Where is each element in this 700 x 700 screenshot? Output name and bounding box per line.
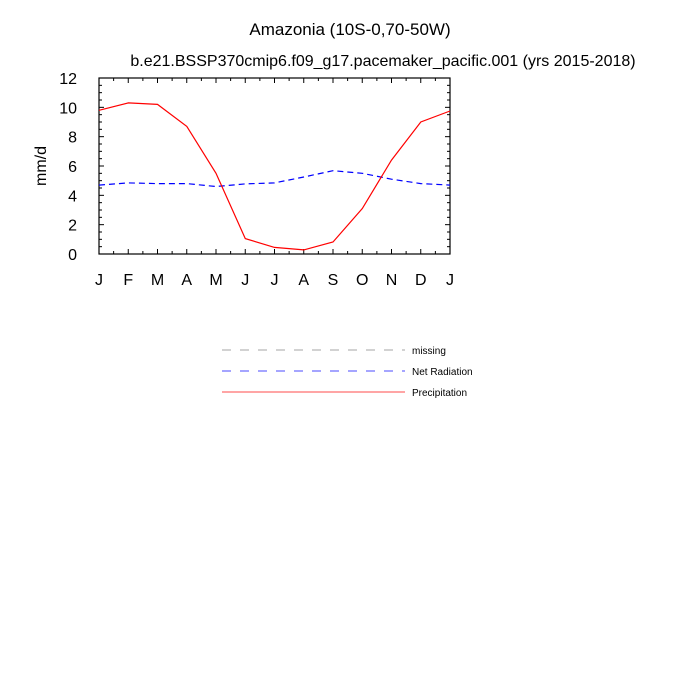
series-line-precipitation [98, 102, 451, 251]
chart-subtitle: b.e21.BSSP370cmip6.f09_g17.pacemaker_pac… [130, 53, 635, 70]
y-tick-label: 4 [68, 188, 77, 205]
x-tick-label: O [356, 272, 368, 289]
y-tick-label: 2 [68, 218, 77, 235]
y-axis-label: mm/d [33, 146, 50, 186]
y-tick-label: 6 [68, 159, 77, 176]
chart-title: Amazonia (10S-0,70-50W) [249, 20, 450, 39]
x-tick-label: M [151, 272, 164, 289]
x-tick-label: S [328, 272, 339, 289]
y-tick-label: 0 [68, 247, 77, 264]
y-tick-label: 10 [59, 100, 77, 117]
x-tick-label: A [181, 272, 192, 289]
legend-label-missing: missing [412, 346, 446, 357]
x-tick-label: J [446, 272, 454, 289]
x-tick-label: J [95, 272, 103, 289]
x-tick-label: J [241, 272, 249, 289]
y-tick-label: 12 [59, 71, 77, 88]
legend-label-precipitation: Precipitation [412, 388, 467, 399]
x-tick-label: D [415, 272, 427, 289]
legend: missing Net Radiation Precipitation [222, 346, 473, 399]
x-tick-label: N [386, 272, 398, 289]
x-tick-label: M [209, 272, 222, 289]
series-line-net-radiation [98, 170, 451, 188]
y-tick-label: 8 [68, 130, 77, 147]
x-tick-label: J [271, 272, 279, 289]
x-tick-label: F [123, 272, 133, 289]
legend-label-net-radiation: Net Radiation [412, 367, 473, 378]
x-tick-label: A [298, 272, 309, 289]
